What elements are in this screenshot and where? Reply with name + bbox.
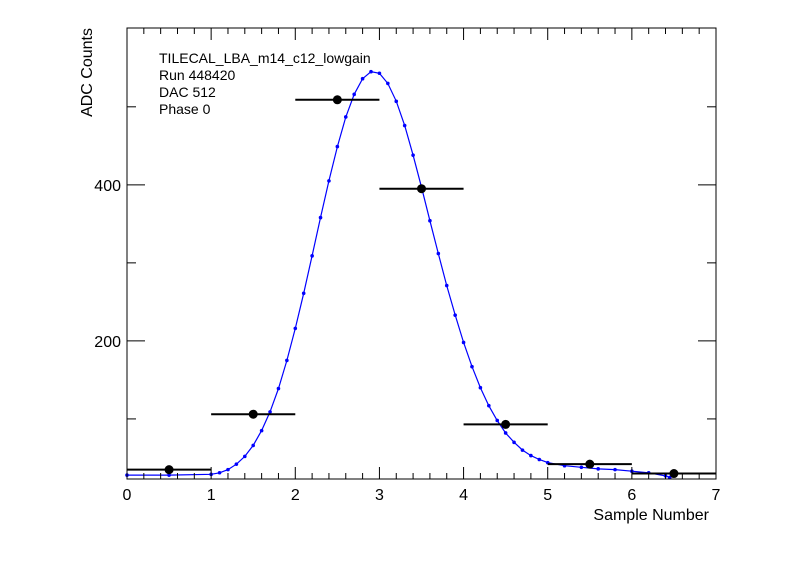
- annotation-phase: Phase 0: [159, 101, 211, 117]
- annotation-run: Run 448420: [159, 67, 236, 83]
- data-point: [332, 95, 342, 105]
- fit-curve-point: [251, 443, 256, 448]
- y-tick-label: 400: [94, 178, 121, 195]
- fit-curve-point: [335, 144, 340, 149]
- fit-curve-point: [503, 431, 508, 435]
- x-tick-label: 6: [627, 487, 636, 504]
- fit-curve-point: [301, 291, 306, 296]
- data-point: [164, 465, 174, 475]
- fit-curve-point: [243, 454, 247, 459]
- annotation-channel: TILECAL_LBA_m14_c12_lowgain: [159, 50, 371, 66]
- fit-curve-point: [428, 218, 432, 223]
- x-tick-label: 0: [123, 487, 132, 504]
- fit-curve-point: [470, 364, 474, 369]
- fit-curve-point: [259, 428, 264, 433]
- fit-curve-point: [478, 385, 483, 390]
- x-tick-label: 4: [459, 487, 468, 504]
- data-point: [501, 419, 511, 429]
- x-tick-label: 3: [375, 487, 384, 504]
- y-axis-title: ADC Counts: [79, 28, 96, 117]
- fit-curve-point: [310, 254, 314, 258]
- fit-curve-point: [285, 358, 289, 363]
- fit-curve-point: [318, 215, 323, 220]
- data-point: [585, 459, 595, 469]
- x-tick-label: 1: [207, 487, 216, 504]
- fit-curve-point: [369, 69, 373, 74]
- fit-curve-point: [327, 179, 331, 183]
- fit-curve-point: [293, 326, 298, 331]
- data-point: [417, 184, 426, 194]
- fit-curve-point: [461, 340, 466, 345]
- fit-curve-point: [217, 470, 222, 475]
- axis-ticks: 0 1 2 3 4 5 6 7 200 400: [94, 28, 721, 504]
- fit-curve-point: [487, 403, 491, 408]
- fit-curve-point: [226, 467, 230, 472]
- fit-curve-point: [495, 418, 500, 423]
- fit-curve-point: [377, 71, 382, 76]
- fit-curve-point: [394, 99, 399, 104]
- y-tick-label: 200: [94, 334, 121, 351]
- fit-curve-point: [411, 153, 415, 157]
- fit-curve-point: [444, 283, 449, 288]
- fit-curve-point: [402, 123, 407, 128]
- data-point: [669, 469, 679, 479]
- fit-curve-point: [537, 457, 542, 462]
- fit-curve-point: [360, 76, 365, 81]
- plot-frame: [126, 27, 717, 480]
- x-tick-label: 7: [712, 487, 721, 504]
- annotation-dac: DAC 512: [159, 84, 216, 100]
- fit-curve-point: [167, 473, 171, 477]
- fit-curve-point: [579, 465, 584, 470]
- fit-curve-point: [520, 448, 525, 452]
- fit-curve-point: [613, 467, 617, 472]
- fit-curve-point: [352, 92, 356, 97]
- fit-curve-point: [436, 251, 441, 256]
- fit-curve-point: [596, 467, 600, 471]
- fit-curve-point: [276, 386, 281, 391]
- data-point: [248, 409, 258, 419]
- fit-curve-point: [453, 313, 457, 317]
- fit-curve-point: [386, 81, 390, 86]
- fit-curve-point: [234, 462, 239, 466]
- x-tick-label: 5: [543, 487, 552, 504]
- fit-curve-point: [343, 115, 348, 119]
- fit-curve-point: [268, 410, 272, 414]
- fit-curve-layer: [125, 69, 672, 480]
- data-points-layer: [127, 95, 716, 479]
- x-axis-title: Sample Number: [593, 507, 709, 524]
- fit-curve-point: [529, 453, 533, 458]
- x-tick-label: 2: [291, 487, 300, 504]
- fit-curve-point: [512, 440, 516, 445]
